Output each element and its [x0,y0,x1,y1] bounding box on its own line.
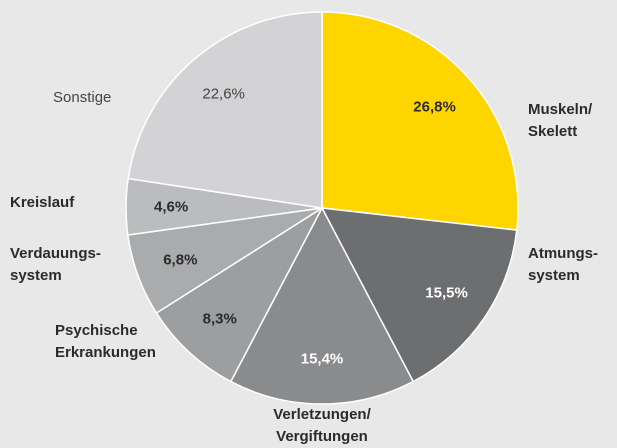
pie-slice [127,11,323,209]
value-label: 8,3% [202,310,237,328]
category-label: Verdauungs- system [10,245,101,284]
category-label: Atmungs- system [528,245,598,284]
category-label: Sonstige [53,89,112,106]
category-label: Muskeln/ Skelett [528,101,593,140]
category-label: Verletzungen/ Vergiftungen [273,406,371,445]
value-label: 15,4% [300,350,344,368]
pie-slice [229,206,415,405]
value-label: 15,5% [425,284,468,302]
value-label: 22,6% [202,85,245,103]
category-label: Psychische Erkrankungen [55,322,156,361]
value-label: 4,6% [153,198,189,216]
value-label: 6,8% [163,251,198,269]
pie-slice [155,205,324,383]
category-label: Kreislauf [10,194,75,211]
pie-slice [320,207,518,383]
value-label: 26,8% [413,98,456,116]
pie-slice [321,11,519,231]
